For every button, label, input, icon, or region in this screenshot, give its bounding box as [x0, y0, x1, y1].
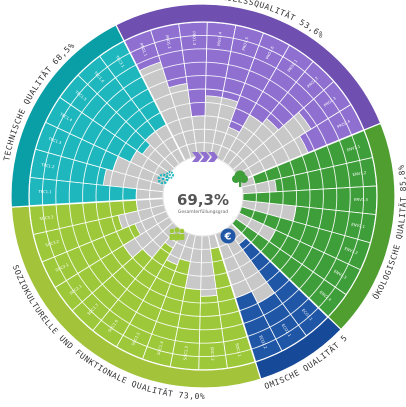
- criterion-label-tec1-4: TEC1.4: [58, 111, 73, 123]
- grid-ring: [122, 115, 284, 277]
- grid-ring: [68, 61, 338, 331]
- criterion-label-pro1-4: PRO1.4: [216, 31, 223, 46]
- criterion-label-eco2-1: ECO2.1: [281, 323, 293, 338]
- criterion-label-tec1-3: TEC1.3: [47, 136, 63, 146]
- svg-text:€: €: [224, 232, 232, 243]
- criterion-label-soc1-3: SOC1.3: [182, 345, 189, 360]
- criterion-label-env2-2: ENV2.2: [344, 246, 359, 256]
- criterion-label-tec1-2: TEC1.2: [40, 162, 56, 170]
- criterion-label-eco2-2: ECO2.2: [258, 335, 268, 350]
- category-separator: [214, 233, 262, 380]
- criterion-label-env1-2: ENV1.2: [352, 170, 367, 177]
- grid-ring: [41, 34, 365, 358]
- process-arrows-icon: [192, 152, 218, 162]
- center-disc: [162, 155, 244, 237]
- people-icon: [169, 227, 185, 241]
- criterion-label-env2-3: ENV2.3: [333, 269, 348, 281]
- criterion-label-pro1-3: PRO1.3: [191, 31, 197, 46]
- category-bands: [10, 3, 396, 389]
- grid-ring: [95, 88, 311, 304]
- criterion-label-env1-3: ENV1.3: [354, 197, 369, 202]
- grid-ring: [135, 128, 271, 264]
- criterion-label-soc3-2: SOC3.2: [45, 238, 60, 247]
- criterion-label-soc1-2: SOC1.2: [210, 347, 216, 362]
- overall-score-caption: Gesamterfüllungsgrad: [178, 209, 228, 215]
- category-separator: [239, 122, 381, 182]
- criterion-label-soc1-1: SOC1.1: [234, 343, 242, 358]
- criterion-label-env2-1: ENV2.1: [351, 222, 366, 230]
- grid-ring: [149, 142, 257, 250]
- criterion-label-pro2-4: PRO2.4: [336, 118, 351, 129]
- criterion-label-soc3-3: SOC3.3: [39, 214, 54, 221]
- criterion-label-tec1-1: TEC1.1: [37, 189, 52, 194]
- criterion-label-pro1-1: PRO1.1: [139, 42, 149, 57]
- grid-ring: [55, 48, 351, 344]
- euro-icon: €: [220, 228, 236, 244]
- gears-icon: [157, 171, 174, 185]
- band-technical: [10, 24, 125, 208]
- tree-icon: [232, 170, 248, 187]
- criterion-label-soc3-1: SOC3.1: [55, 262, 70, 273]
- category-separator: [231, 223, 342, 331]
- criterion-label-soc1-5: SOC1.5: [130, 331, 141, 346]
- grid-ring: [108, 101, 298, 291]
- criterion-label-pro1-2: PRO1.2: [165, 34, 173, 49]
- criterion-label-env1-1: ENV1.1: [346, 143, 361, 152]
- category-separator: [11, 197, 164, 208]
- grid-ring: [82, 75, 324, 317]
- criterion-label-pro1-5: PRO1.5: [241, 36, 250, 51]
- category-separator: [115, 24, 186, 161]
- overall-score: 69,3%: [177, 191, 229, 209]
- criterion-label-soc1-4: SOC1.4: [156, 340, 165, 355]
- criterion-label-pro1-6: PRO1.6: [264, 45, 275, 60]
